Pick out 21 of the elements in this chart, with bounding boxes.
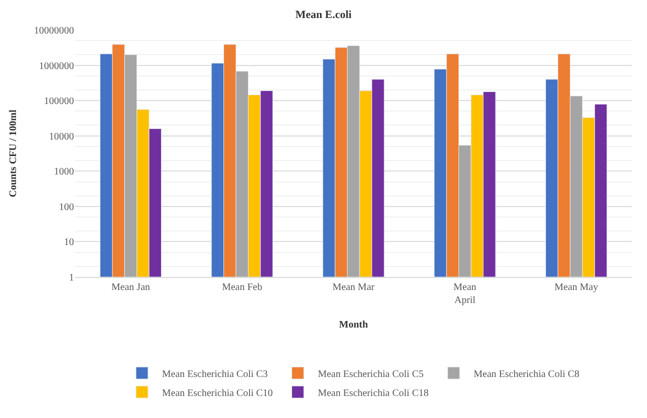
legend-label: Mean Escherichia Coli C10 [162, 388, 273, 399]
legend-label: Mean Escherichia Coli C5 [318, 368, 424, 380]
y-tick-label: 100000 [44, 96, 74, 108]
x-tick-label: Mean Feb [222, 282, 262, 293]
x-tick-label: Mean Mar [332, 282, 376, 293]
y-tick-label: 1000000 [39, 60, 74, 72]
x-tick-label: Mean May [554, 282, 598, 293]
y-tick-label: 10 [64, 237, 74, 248]
x-tick-label: Mean Jan [111, 282, 150, 293]
chart-title: Mean E.coli [295, 9, 352, 22]
legend-label: Mean Escherichia Coli C3 [162, 368, 268, 380]
y-tick-label: 1000 [54, 166, 74, 178]
y-tick-label: 10000000 [34, 26, 74, 36]
y-tick-label: 100 [59, 202, 74, 213]
legend-label: Mean Escherichia Coli C8 [474, 368, 580, 380]
y-axis-title: Counts CFU / 100ml [8, 110, 19, 198]
x-axis-title: Month [339, 320, 368, 330]
legend-label: Mean Escherichia Coli C18 [318, 388, 429, 399]
y-tick-label: 10000 [49, 131, 74, 142]
y-tick-label: 1 [69, 272, 74, 284]
x-tick-label: Mean April [454, 282, 476, 306]
